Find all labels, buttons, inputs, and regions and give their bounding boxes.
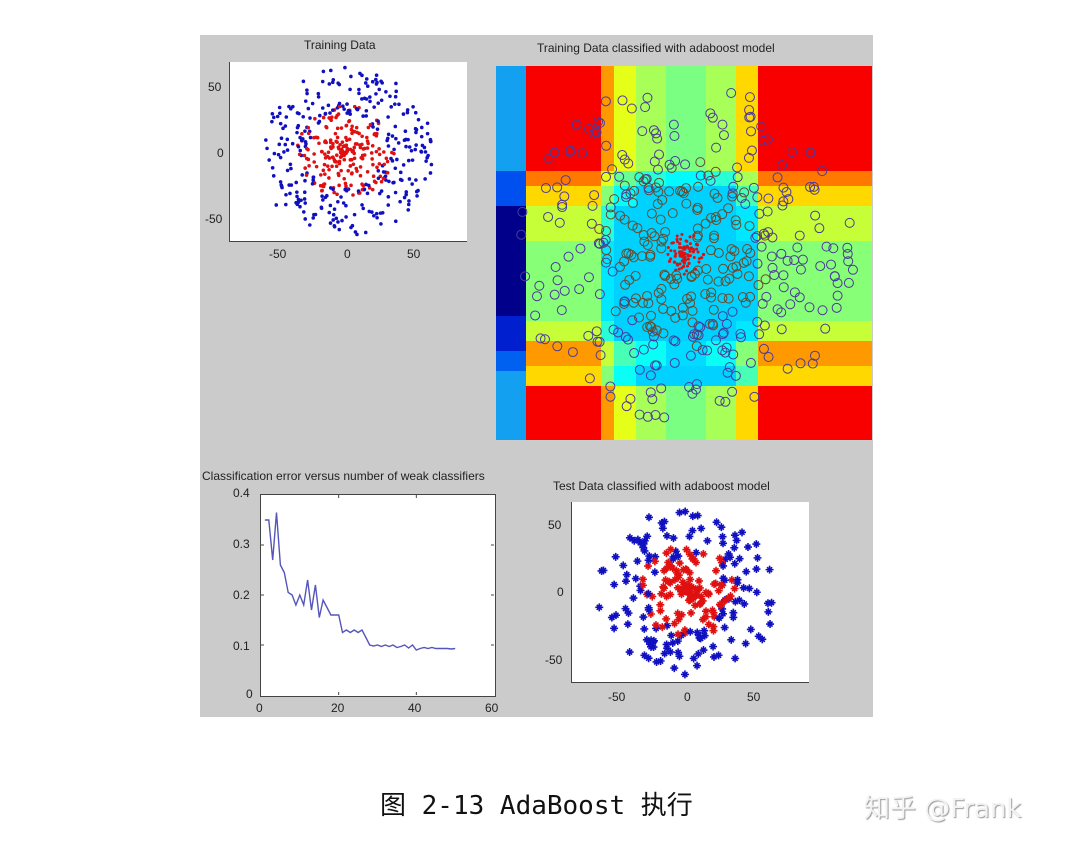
training-data-axes (229, 62, 467, 242)
x-tick: 20 (331, 701, 345, 715)
y-tick: 50 (208, 80, 222, 94)
x-tick: 50 (407, 247, 421, 261)
matlab-figure: Training Data 50 0 -50 -50 0 50 Training… (200, 35, 873, 717)
y-tick: 0.4 (233, 486, 250, 500)
y-tick: -50 (545, 653, 563, 667)
x-tick: 0 (684, 690, 691, 704)
heatmap-axes (496, 66, 872, 440)
y-tick: 0 (246, 687, 253, 701)
y-tick: 0.2 (233, 588, 250, 602)
x-tick: 0 (256, 701, 263, 715)
y-tick: 0.1 (233, 639, 250, 653)
training-data-title: Training Data (304, 38, 376, 52)
figure-caption: 图 2-13 AdaBoost 执行 (380, 791, 693, 821)
x-tick: 60 (485, 701, 499, 715)
error-curve-title: Classification error versus number of we… (202, 469, 485, 483)
y-tick: -50 (205, 212, 223, 226)
test-data-axes (571, 502, 809, 683)
y-tick: 50 (548, 518, 562, 532)
heatmap-title: Training Data classified with adaboost m… (537, 41, 775, 55)
y-tick: 0 (217, 146, 224, 160)
x-tick: 0 (344, 247, 351, 261)
y-tick: 0.3 (233, 537, 250, 551)
x-tick: -50 (269, 247, 287, 261)
error-curve-axes (260, 494, 496, 697)
test-data-title: Test Data classified with adaboost model (553, 479, 770, 493)
x-tick: 40 (408, 701, 422, 715)
watermark: 知乎 @Frank (864, 794, 1022, 824)
y-tick: 0 (557, 585, 564, 599)
x-tick: -50 (608, 690, 626, 704)
x-tick: 50 (747, 690, 761, 704)
